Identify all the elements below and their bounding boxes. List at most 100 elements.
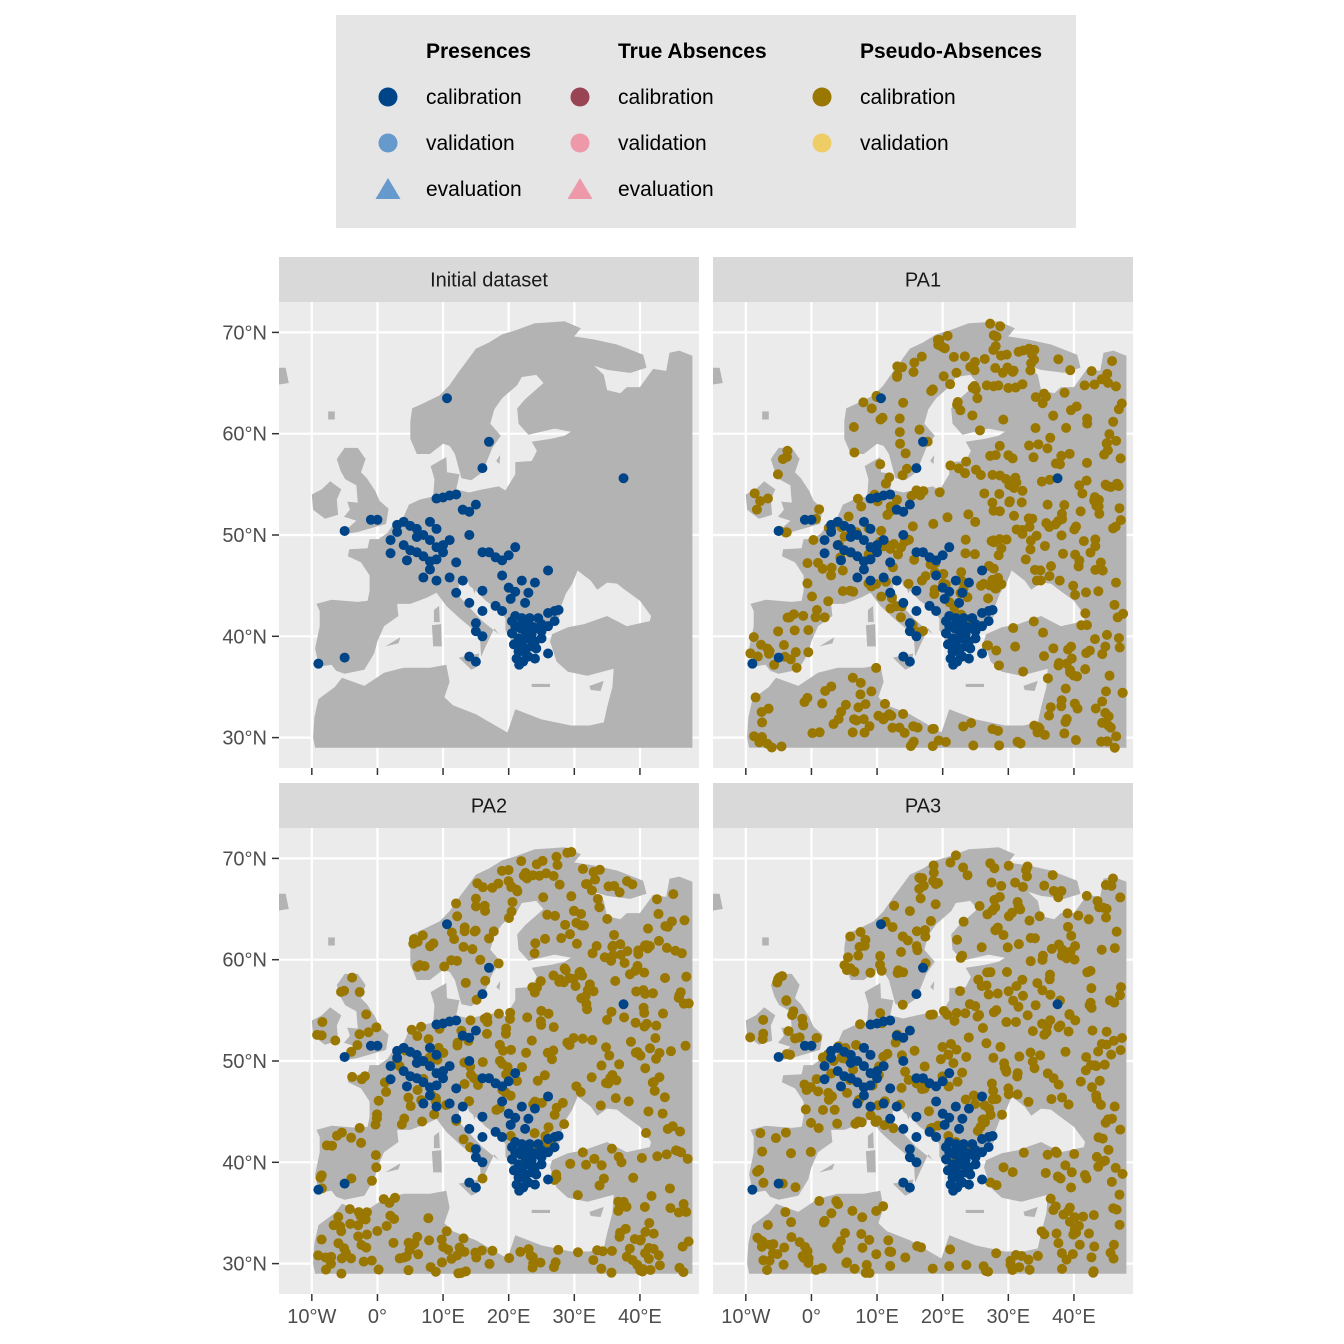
- presence-point: [531, 1169, 542, 1180]
- presence-point: [958, 613, 969, 624]
- presence-point: [477, 585, 488, 596]
- pseudo-absence-point: [1050, 1146, 1061, 1157]
- pseudo-absence-point: [403, 1265, 414, 1276]
- pseudo-absence-point: [981, 1038, 992, 1049]
- pseudo-absence-point: [982, 909, 993, 920]
- land-island: [385, 637, 401, 647]
- pseudo-absence-point: [871, 1249, 882, 1260]
- pseudo-absence-point: [790, 1182, 801, 1193]
- pseudo-absence-point: [994, 488, 1005, 499]
- presence-point: [931, 1131, 942, 1142]
- pseudo-absence-point: [1014, 1262, 1025, 1273]
- pseudo-absence-point: [443, 1244, 454, 1255]
- pseudo-absence-point: [648, 1243, 659, 1254]
- pseudo-absence-point: [1001, 349, 1012, 360]
- pseudo-absence-point: [935, 1054, 946, 1065]
- pseudo-absence-point: [988, 344, 999, 355]
- pseudo-absence-point: [527, 870, 538, 881]
- pseudo-absence-point: [1090, 703, 1101, 714]
- pseudo-absence-point: [915, 1242, 926, 1253]
- presence-point: [845, 523, 856, 534]
- pseudo-absence-point: [1039, 651, 1050, 662]
- pseudo-absence-point: [458, 1134, 469, 1145]
- pseudo-absence-point: [649, 1085, 660, 1096]
- pseudo-absence-point: [609, 881, 620, 892]
- pseudo-absence-point: [594, 1180, 605, 1191]
- pseudo-absence-point: [484, 933, 495, 944]
- pseudo-absence-point: [581, 1159, 592, 1170]
- pseudo-absence-point: [413, 1249, 424, 1260]
- pseudo-absence-point: [313, 1250, 324, 1261]
- pseudo-absence-point: [833, 714, 844, 725]
- pseudo-absence-point: [455, 1268, 466, 1279]
- pseudo-absence-point: [1074, 555, 1085, 566]
- pseudo-absence-point: [893, 965, 904, 976]
- pseudo-absence-point: [1063, 921, 1074, 932]
- pseudo-absence-point: [412, 1085, 423, 1096]
- pseudo-absence-point: [900, 448, 911, 459]
- pseudo-absence-point: [972, 1011, 983, 1022]
- pseudo-absence-point: [790, 1033, 801, 1044]
- presence-point: [470, 656, 481, 667]
- pseudo-absence-point: [977, 1022, 988, 1033]
- pseudo-absence-point: [1088, 1267, 1099, 1278]
- pseudo-absence-point: [1045, 1193, 1056, 1204]
- pseudo-absence-point: [493, 958, 504, 969]
- presence-point: [885, 557, 896, 568]
- pseudo-absence-point: [981, 640, 992, 651]
- pseudo-absence-point: [540, 933, 551, 944]
- pseudo-absence-point: [506, 906, 517, 917]
- pseudo-absence-point: [1036, 476, 1047, 487]
- pseudo-absence-point: [614, 1059, 625, 1070]
- pseudo-absence-point: [487, 1245, 498, 1256]
- presence-point: [954, 1174, 965, 1185]
- pseudo-absence-point: [879, 698, 890, 709]
- legend-key-circle: [812, 87, 832, 107]
- land-island: [279, 367, 289, 385]
- pseudo-absence-point: [389, 1213, 400, 1224]
- pseudo-absence-point: [754, 737, 765, 748]
- presence-point: [878, 535, 889, 546]
- pseudo-absence-point: [1018, 666, 1029, 677]
- pseudo-absence-point: [652, 1151, 663, 1162]
- pseudo-absence-point: [1114, 503, 1125, 514]
- pseudo-absence-point: [1004, 479, 1015, 490]
- presence-point: [524, 1139, 535, 1150]
- pseudo-absence-point: [481, 1028, 492, 1039]
- pseudo-absence-point: [619, 957, 630, 968]
- pseudo-absence-point: [1056, 695, 1067, 706]
- pseudo-absence-point: [1017, 974, 1028, 985]
- pseudo-absence-point: [878, 1051, 889, 1062]
- pseudo-absence-point: [1089, 634, 1100, 645]
- pseudo-absence-point: [966, 718, 977, 729]
- pseudo-absence-point: [837, 565, 848, 576]
- presence-point: [931, 1096, 942, 1107]
- pseudo-absence-point: [968, 740, 979, 751]
- land-island: [472, 587, 476, 594]
- pseudo-absence-point: [635, 1234, 646, 1245]
- pseudo-absence-point: [847, 672, 858, 683]
- pseudo-absence-point: [829, 1104, 840, 1115]
- presence-point: [965, 1169, 976, 1180]
- pseudo-absence-point: [606, 1267, 617, 1278]
- pseudo-absence-point: [526, 1035, 537, 1046]
- pseudo-absence-point: [1025, 535, 1036, 546]
- pseudo-absence-point: [757, 717, 768, 728]
- pseudo-absence-point: [903, 1074, 914, 1085]
- presence-point: [516, 1101, 527, 1112]
- pseudo-absence-point: [875, 459, 886, 470]
- pseudo-absence-point: [805, 1146, 816, 1157]
- pseudo-absence-point: [417, 930, 428, 941]
- land-island: [1023, 1206, 1038, 1217]
- pseudo-absence-point: [871, 662, 882, 673]
- presence-point: [431, 575, 442, 586]
- presence-point: [865, 523, 876, 534]
- pseudo-absence-point: [963, 1032, 974, 1043]
- pseudo-absence-point: [452, 955, 463, 966]
- pseudo-absence-point: [1048, 643, 1059, 654]
- presence-point: [505, 1119, 516, 1130]
- pseudo-absence-point: [791, 662, 802, 673]
- pseudo-absence-point: [962, 870, 973, 881]
- pseudo-absence-point: [1056, 450, 1067, 461]
- pseudo-absence-point: [817, 698, 828, 709]
